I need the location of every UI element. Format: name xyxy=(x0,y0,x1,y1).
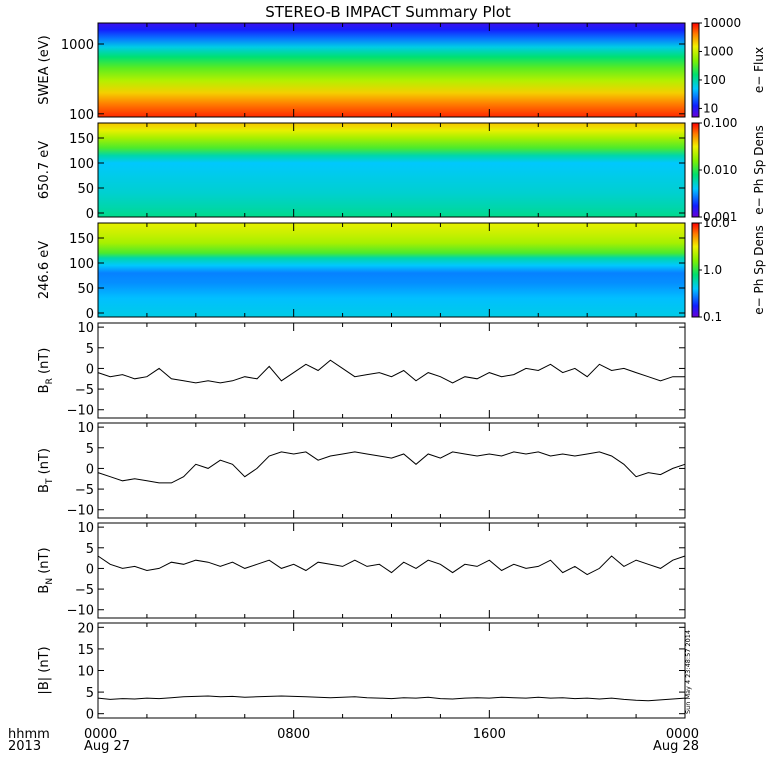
panel-bt: −10 −5 0 5 10 BT (nT) xyxy=(37,421,686,519)
heatmap-pad246 xyxy=(98,223,685,317)
colorbar-tick-label: 100 xyxy=(703,73,726,87)
y-axis-label-main: B xyxy=(37,384,52,393)
y-tick-label: 50 xyxy=(77,182,94,197)
y-tick-label: 5 xyxy=(86,442,94,457)
y-axis-label-unit: (nT) xyxy=(37,448,52,478)
x-tick-label: 0000 xyxy=(84,727,117,742)
y-axis-label: BR (nT) xyxy=(37,348,55,394)
y-tick-label: 100 xyxy=(69,157,94,172)
plot-title: STEREO-B IMPACT Summary Plot xyxy=(265,3,511,21)
y-axis-label: 650.7 eV xyxy=(37,141,52,199)
colorbar-tick-label: 0.100 xyxy=(703,116,737,130)
x-date-label: Aug 28 xyxy=(653,739,699,754)
y-tick-label: −10 xyxy=(67,604,94,619)
y-tick-label: 0 xyxy=(86,207,94,222)
panel-frame xyxy=(97,422,686,519)
y-tick-label: 5 xyxy=(86,686,94,701)
y-tick-label: −5 xyxy=(75,583,94,598)
y-axis-label-sub: R xyxy=(45,378,55,384)
panel-frame xyxy=(97,622,686,719)
footer-year-label: 2013 xyxy=(8,739,41,754)
y-tick-label: 10 xyxy=(77,665,94,680)
heatmap-swea xyxy=(98,23,685,117)
y-tick-label: 15 xyxy=(77,643,94,658)
footer-hhmm-label: hhmm xyxy=(8,727,50,742)
series-line-bmag xyxy=(97,695,686,702)
colorbar-tick-label: 0.010 xyxy=(703,163,737,177)
y-tick-label: 0 xyxy=(86,362,94,377)
colorbar-tick-label: 1.0 xyxy=(703,263,722,277)
panel-frame xyxy=(97,522,686,619)
y-axis-label: SWEA (eV) xyxy=(37,35,52,104)
y-tick-label: 150 xyxy=(69,232,94,247)
colorbar-tick-label: 10000 xyxy=(703,16,741,30)
y-tick-label: −5 xyxy=(75,383,94,398)
y-axis-label-main: B xyxy=(37,585,52,594)
y-tick-label: 0 xyxy=(86,307,94,322)
y-tick-label: 10 xyxy=(77,321,94,336)
panel-br: −10 −5 0 5 10 BR (nT) xyxy=(37,321,686,419)
panel-frame xyxy=(97,322,686,419)
colorbar-label: e− Ph Sp Dens xyxy=(752,125,766,214)
y-tick-label: 10 xyxy=(77,521,94,536)
y-axis-label: BN (nT) xyxy=(37,547,55,593)
y-axis-label-unit: (nT) xyxy=(37,348,52,378)
y-tick-label: 5 xyxy=(86,342,94,357)
x-tick-label: 0000 xyxy=(666,727,699,742)
y-axis-label-main: B xyxy=(37,484,52,493)
y-tick-label: 50 xyxy=(77,282,94,297)
colorbar-tick-label: 0.001 xyxy=(703,210,737,224)
panel-pad246: 0.1 1.0 10.0 e− Ph Sp Dens 0 50 100 150 246.6 eV xyxy=(37,216,766,324)
y-tick-label: 100 xyxy=(69,257,94,272)
y-axis-label-sub: N xyxy=(45,578,55,585)
timestamp-stamp: Sun May 4 23:48:57 2014 xyxy=(684,630,692,714)
colorbar-pad246 xyxy=(691,222,700,318)
colorbar-label: e− Ph Sp Dens xyxy=(752,225,766,314)
y-tick-label: 0 xyxy=(86,708,94,723)
y-tick-label: 150 xyxy=(69,132,94,147)
colorbar-tick-label: 10.0 xyxy=(703,216,730,230)
colorbar-tick-label: 0.1 xyxy=(703,310,722,324)
y-tick-label: 5 xyxy=(86,542,94,557)
y-tick-label: 10 xyxy=(77,421,94,436)
series-line-bt xyxy=(97,451,686,484)
series-line-br xyxy=(97,359,685,384)
panel-bmag: 0 5 10 15 20 |B| (nT) xyxy=(37,621,686,723)
colorbar-pad650 xyxy=(691,122,700,218)
series-line-bn xyxy=(97,555,686,576)
y-axis-label-sub: T xyxy=(45,478,55,485)
y-axis-label: |B| (nT) xyxy=(37,646,52,694)
x-tick-label: 1600 xyxy=(473,727,506,742)
y-tick-label: −5 xyxy=(75,483,94,498)
colorbar-tick-label: 10 xyxy=(703,101,718,115)
y-tick-label: 100 xyxy=(69,108,94,123)
y-tick-label: −10 xyxy=(67,404,94,419)
colorbar-label: e− Flux xyxy=(752,47,766,93)
x-date-label: Aug 27 xyxy=(84,739,130,754)
panel-pad650: 0.001 0.010 0.100 e− Ph Sp Dens 0 50 100 150 650… xyxy=(37,116,766,224)
y-tick-label: 0 xyxy=(86,562,94,577)
y-tick-label: 1000 xyxy=(61,38,94,53)
y-tick-label: −10 xyxy=(67,504,94,519)
colorbar-swea xyxy=(691,22,700,118)
y-axis-label: 246.6 eV xyxy=(37,241,52,299)
y-axis-label: BT (nT) xyxy=(37,448,55,493)
heatmap-pad650 xyxy=(98,123,685,217)
y-axis-label-unit: (nT) xyxy=(37,547,52,577)
y-tick-label: 0 xyxy=(86,462,94,477)
panel-bn: −10 −5 0 5 10 BN (nT) xyxy=(37,521,686,619)
y-tick-label: 20 xyxy=(77,621,94,636)
panel-swea: 10 100 1000 10000 e− Flux 100 1000 SWEA (eV) xyxy=(37,16,766,123)
x-tick-label: 0800 xyxy=(277,727,310,742)
colorbar-tick-label: 1000 xyxy=(703,44,734,58)
